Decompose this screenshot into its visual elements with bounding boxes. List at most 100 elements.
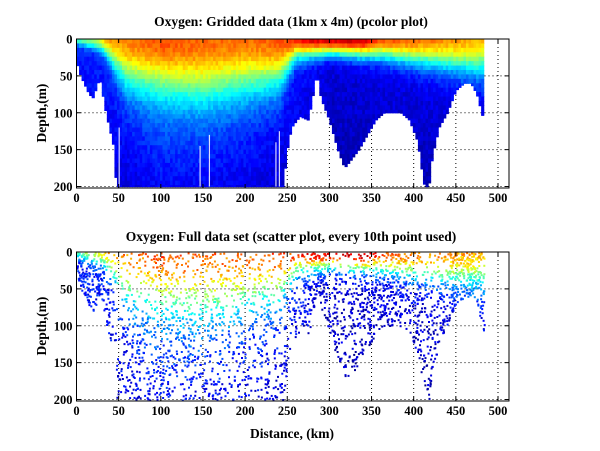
scatter-point <box>141 356 144 359</box>
pcolor-cell <box>177 114 181 120</box>
pcolor-cell <box>240 176 245 182</box>
pcolor-cell <box>205 154 209 160</box>
pcolor-cell <box>251 136 255 142</box>
pcolor-cell <box>111 61 116 67</box>
pcolor-cell <box>134 123 138 129</box>
scatter-point <box>378 280 381 283</box>
pcolor-cell <box>170 74 174 80</box>
pcolor-cell <box>137 78 141 84</box>
pcolor-cell <box>134 96 138 102</box>
pcolor-cell <box>420 158 424 164</box>
scatter-point <box>236 275 239 278</box>
pcolor-cell <box>263 78 267 84</box>
pcolor-cell <box>147 149 151 155</box>
pcolor-cell <box>205 87 209 93</box>
pcolor-cell <box>344 131 348 137</box>
pcolor-cell <box>111 74 116 80</box>
scatter-point <box>438 275 441 278</box>
pcolor-cell <box>220 145 224 151</box>
scatter-point <box>350 292 353 295</box>
pcolor-cell <box>213 158 217 164</box>
pcolor-cell <box>448 47 452 53</box>
pcolor-cell <box>235 114 239 120</box>
pcolor-cell <box>286 145 290 149</box>
pcolor-cell <box>154 61 159 67</box>
pcolor-cell <box>261 100 265 106</box>
scatter-point <box>206 255 209 258</box>
pcolor-cell <box>357 96 361 102</box>
pcolor-cell <box>159 162 164 168</box>
pcolor-cell <box>129 47 133 53</box>
pcolor-cell <box>124 171 128 177</box>
pcolor-cell <box>225 176 229 182</box>
pcolor-cell <box>119 69 123 76</box>
pcolor-cell <box>453 87 457 93</box>
pcolor-cell <box>139 114 143 120</box>
pcolor-cell <box>116 43 121 49</box>
pcolor-cell <box>116 109 121 115</box>
scatter-point <box>238 342 241 345</box>
scatter-point <box>351 365 354 368</box>
pcolor-cell <box>309 65 313 71</box>
pcolor-cell <box>172 171 176 177</box>
pcolor-cell <box>175 123 179 129</box>
pcolor-cell <box>111 83 116 89</box>
scatter-point <box>127 328 130 331</box>
pcolor-cell <box>377 65 381 71</box>
pcolor-cell <box>240 105 245 111</box>
pcolor-cell <box>119 162 123 168</box>
pcolor-cell <box>400 69 404 76</box>
pcolor-cell <box>129 176 133 182</box>
pcolor-cell <box>109 52 113 58</box>
pcolor-cell <box>172 69 176 76</box>
pcolor-cell <box>230 149 234 155</box>
pcolor-cell <box>387 65 391 71</box>
pcolor-cell <box>215 145 219 151</box>
pcolor-cell <box>127 131 131 137</box>
scatter-point <box>382 304 385 307</box>
pcolor-cell <box>425 83 429 89</box>
pcolor-cell <box>154 78 159 84</box>
pcolor-cell <box>283 43 288 49</box>
pcolor-cell <box>147 154 151 160</box>
pcolor-cell <box>273 61 277 67</box>
pcolor-cell <box>329 47 333 53</box>
pcolor-cell <box>253 158 257 164</box>
pcolor-cell <box>223 56 227 62</box>
pcolor-cell <box>245 185 250 188</box>
pcolor-cell <box>89 39 93 45</box>
pcolor-cell <box>412 87 416 93</box>
axes-box <box>76 38 510 189</box>
pcolor-cell <box>347 78 351 84</box>
pcolor-cell <box>256 140 260 146</box>
pcolor-cell <box>440 43 444 49</box>
pcolor-cell <box>167 140 171 146</box>
scatter-point <box>151 277 154 280</box>
scatter-point <box>117 261 120 264</box>
pcolor-cell <box>114 131 118 137</box>
pcolor-cell <box>134 136 138 142</box>
pcolor-cell <box>372 69 376 76</box>
pcolor-cell <box>230 171 234 177</box>
pcolor-cell <box>215 158 219 164</box>
pcolor-cell <box>182 123 186 129</box>
pcolor-cell <box>392 39 396 45</box>
pcolor-cell <box>392 65 396 71</box>
pcolor-cell <box>228 162 232 168</box>
pcolor-cell <box>218 127 222 133</box>
pcolor-cell <box>468 47 472 53</box>
pcolor-cell <box>162 109 166 115</box>
pcolor-cell <box>159 96 164 102</box>
pcolor-cell <box>245 100 250 106</box>
pcolor-cell <box>476 92 480 97</box>
pcolor-cell <box>410 39 414 45</box>
pcolor-cell <box>266 185 270 188</box>
pcolor-cell <box>215 176 219 182</box>
scatter-point <box>342 253 345 256</box>
pcolor-cell <box>458 78 462 84</box>
scatter-point <box>440 329 443 332</box>
pcolor-cell <box>342 123 346 129</box>
scatter-point <box>248 266 251 269</box>
pcolor-cell <box>440 78 444 84</box>
scatter-point <box>142 359 145 362</box>
